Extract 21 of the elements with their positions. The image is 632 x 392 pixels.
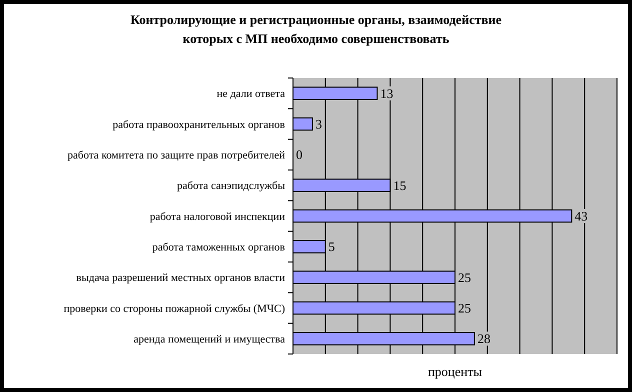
y-tick-label: работа правоохранительных органов bbox=[112, 118, 285, 131]
data-label: 25 bbox=[458, 270, 471, 285]
data-label: 43 bbox=[574, 208, 588, 224]
y-tick-label: работа комитета по защите прав потребителей bbox=[68, 150, 286, 162]
data-label: 13 bbox=[380, 86, 394, 101]
data-label: 0 bbox=[296, 147, 302, 162]
data-label: 5 bbox=[328, 239, 335, 254]
bar bbox=[292, 117, 313, 131]
data-label: 25 bbox=[458, 300, 471, 316]
chart-title: Контролирующие и регистрационные органы, взаимодействие которых с МП необходимо совершенствовать bbox=[130, 12, 502, 46]
data-label: 15 bbox=[393, 178, 406, 193]
data-label: 28 bbox=[477, 331, 490, 346]
y-tick-label: выдача разрешений местных органов власти bbox=[76, 272, 286, 284]
y-tick-label: работа санэпидслужбы bbox=[177, 180, 286, 192]
y-tick-label: работа налоговой инспекции bbox=[150, 210, 286, 223]
y-tick-label: аренда помещений и имущества bbox=[134, 334, 286, 346]
y-tick-label: проверки со стороны пожарной службы (МЧС) bbox=[64, 302, 286, 315]
y-tick-label: не дали ответа bbox=[216, 88, 286, 100]
data-label: 3 bbox=[315, 116, 322, 132]
x-axis-title: проценты bbox=[428, 364, 482, 379]
y-tick-label: работа таможенных органов bbox=[152, 242, 285, 254]
